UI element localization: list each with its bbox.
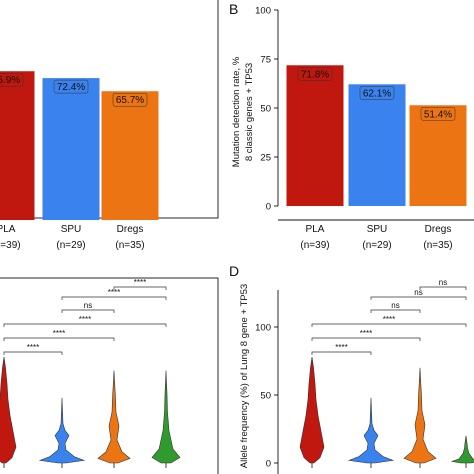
bar-value-label: 62.1% [363, 88, 391, 99]
panel-b-label: B [229, 1, 238, 17]
panel-a-category-label: PLA [0, 224, 16, 235]
violin-1 [347, 397, 395, 464]
bar-pla [0, 71, 35, 221]
y-tick-label: 100 [255, 6, 271, 17]
panel-a-category-label: SPU [61, 224, 82, 235]
bar-pla [286, 65, 344, 206]
significance-label: ns [84, 301, 92, 310]
violin-2 [403, 367, 437, 464]
violin-3 [450, 435, 474, 464]
significance-bracket [370, 309, 421, 313]
significance-label: **** [79, 315, 91, 324]
y-tick-label: 50 [260, 391, 271, 402]
panel-a-category-label: Dregs [117, 224, 144, 235]
significance-label: ns [414, 288, 422, 297]
significance-label: **** [27, 343, 39, 352]
significance-bracket [370, 296, 467, 300]
significance-bracket [61, 309, 115, 313]
violin-3 [151, 370, 181, 464]
significance-label: **** [383, 315, 395, 324]
panel-a-n-label: (n=39) [0, 240, 21, 251]
panel-b-category-label: PLA [306, 224, 325, 235]
significance-label: **** [53, 329, 65, 338]
bar-value-label-box [359, 86, 395, 100]
bar-value-label: 72.4% [57, 82, 85, 93]
significance-label: ns [391, 301, 399, 310]
significance-label: **** [134, 278, 146, 287]
bar-value-label-box [420, 107, 456, 121]
significance-bracket [113, 286, 167, 290]
significance-bracket [311, 323, 467, 327]
panel-b-category-label: Dregs [425, 224, 452, 235]
panel-b: B 0 25 50 75 100 71.8% 62.1% 51.4% Mutation de… [229, 1, 474, 251]
panel-c: **** **** **** ns **** **** [0, 277, 219, 474]
bar-value-label-box [112, 92, 148, 107]
significance-bracket [419, 286, 467, 290]
bar-value-label: 71.8% [301, 69, 329, 80]
panel-a: 75.9% 72.4% 65.7% PLA SPU Dregs (n=39) (n=… [0, 0, 219, 251]
bar-value-label: 51.4% [424, 109, 452, 120]
significance-bracket [3, 351, 63, 355]
panel-d-y-axis-label: Allele frequency (%) of Lung 8 gene + TP… [239, 284, 250, 468]
bar-dregs [409, 105, 467, 206]
panel-b-n-label: (n=29) [362, 240, 391, 251]
bar-value-label-box [0, 72, 24, 87]
violin-0 [299, 356, 325, 464]
bar-value-label-box [297, 67, 333, 81]
significance-bracket [61, 296, 167, 300]
significance-label: **** [108, 288, 120, 297]
significance-bracket [3, 323, 167, 327]
panel-b-category-label: SPU [367, 224, 388, 235]
violin-0 [0, 356, 17, 464]
bar-value-label: 65.7% [116, 95, 144, 106]
y-tick-label: 75 [260, 55, 271, 66]
y-tick-label: 25 [260, 153, 271, 164]
violin-2 [97, 370, 131, 464]
panel-c-frame [0, 277, 219, 474]
panel-d: D 0 50 100 Allele frequency (%) of Lung 8 … [229, 263, 474, 474]
significance-bracket [311, 337, 421, 341]
panel-a-n-label: (n=29) [56, 240, 85, 251]
panel-b-y-axis-label-line1: Mutation detection rate, % [231, 56, 242, 167]
bar-value-label: 75.9% [0, 75, 20, 86]
panel-a-n-label: (n=35) [115, 240, 144, 251]
panel-d-label: D [229, 263, 239, 279]
panel-b-y-axis-label-line2: 8 classic genes + TP53 [244, 63, 255, 161]
bar-spu [42, 78, 100, 220]
panel-b-n-label: (n=35) [423, 240, 452, 251]
significance-label: **** [335, 343, 347, 352]
bar-value-label-box [53, 79, 89, 94]
y-tick-label: 100 [255, 323, 271, 334]
violin-1 [38, 397, 86, 464]
significance-bracket [3, 337, 115, 341]
bar-dregs [101, 91, 159, 220]
bar-spu [348, 84, 406, 206]
y-tick-label: 50 [260, 104, 271, 115]
panel-b-n-label: (n=39) [300, 240, 329, 251]
y-tick-label: 0 [266, 202, 271, 213]
significance-label: ns [439, 278, 447, 287]
y-tick-label: 0 [266, 459, 271, 470]
significance-label: **** [360, 329, 372, 338]
significance-bracket [311, 351, 372, 355]
